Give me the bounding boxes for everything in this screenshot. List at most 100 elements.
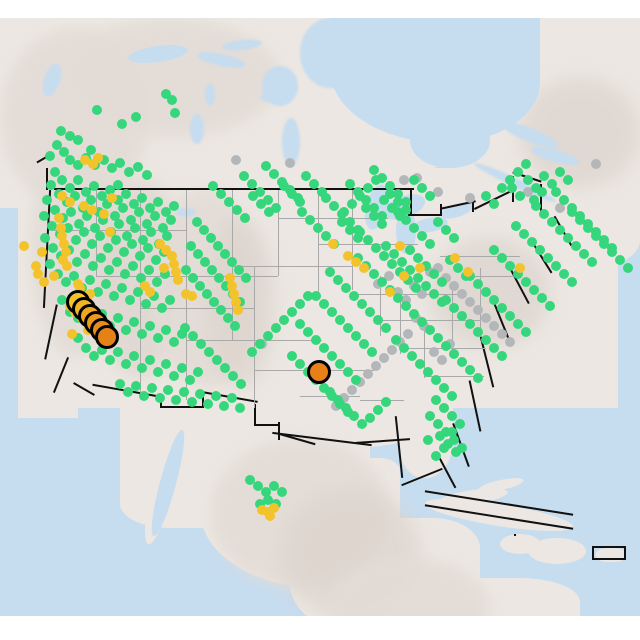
station-marker[interactable] [545,301,555,311]
station-marker[interactable] [407,351,417,361]
station-marker[interactable] [377,173,387,183]
station-marker[interactable] [48,243,58,253]
station-marker[interactable] [401,295,411,305]
station-marker[interactable] [227,393,237,403]
station-marker[interactable] [127,239,137,249]
station-marker[interactable] [61,247,71,257]
station-marker[interactable] [555,167,565,177]
station-marker[interactable] [339,207,349,217]
station-marker[interactable] [110,211,120,221]
station-marker[interactable] [65,155,75,165]
station-marker[interactable] [393,189,403,199]
station-marker[interactable] [153,333,163,343]
station-marker[interactable] [457,357,467,367]
station-marker[interactable] [539,209,549,219]
station-marker[interactable] [142,170,152,180]
station-marker[interactable] [411,283,421,293]
station-marker[interactable] [347,199,357,209]
station-marker[interactable] [425,325,435,335]
station-marker[interactable] [125,295,135,305]
station-marker[interactable] [371,361,381,371]
station-marker[interactable] [231,155,241,165]
station-marker[interactable] [343,251,353,261]
station-marker[interactable] [72,257,82,267]
station-marker[interactable] [387,345,397,355]
station-marker[interactable] [295,319,305,329]
station-marker[interactable] [220,249,230,259]
station-marker[interactable] [169,259,179,269]
station-marker[interactable] [58,255,68,265]
station-marker[interactable] [505,175,515,185]
station-marker[interactable] [65,183,75,193]
station-marker[interactable] [453,263,463,273]
station-marker[interactable] [295,359,305,369]
station-marker[interactable] [365,307,375,317]
station-marker[interactable] [155,239,165,249]
station-marker[interactable] [255,499,265,509]
station-marker[interactable] [463,267,473,277]
station-marker[interactable] [89,351,99,361]
station-marker[interactable] [247,179,257,189]
station-marker[interactable] [161,325,171,335]
station-marker[interactable] [345,225,355,235]
station-marker[interactable] [587,257,597,267]
station-marker[interactable] [393,197,403,207]
station-marker[interactable] [401,205,411,215]
station-marker[interactable] [401,301,411,311]
station-marker[interactable] [311,291,321,301]
station-marker[interactable] [82,211,92,221]
station-marker[interactable] [393,293,403,303]
station-marker[interactable] [373,405,383,415]
station-marker[interactable] [113,195,123,205]
station-marker[interactable] [193,367,203,377]
map-viewport[interactable] [0,18,640,616]
station-marker[interactable] [481,313,491,323]
station-marker[interactable] [133,162,143,172]
station-marker[interactable] [335,359,345,369]
station-marker[interactable] [50,205,60,215]
station-marker[interactable] [365,413,375,423]
station-marker[interactable] [114,219,124,229]
station-marker[interactable] [287,307,297,317]
station-marker[interactable] [349,291,359,301]
station-marker[interactable] [62,261,72,271]
station-marker[interactable] [575,215,585,225]
station-marker[interactable] [429,289,439,299]
station-marker[interactable] [429,347,439,357]
station-marker[interactable] [437,355,447,365]
station-marker[interactable] [97,345,107,355]
station-marker[interactable] [181,289,191,299]
station-marker[interactable] [377,219,387,229]
station-marker[interactable] [96,253,106,263]
station-marker[interactable] [271,323,281,333]
station-marker[interactable] [357,299,367,309]
station-marker[interactable] [328,239,338,249]
station-marker[interactable] [131,381,141,391]
station-marker[interactable] [99,155,109,165]
station-marker[interactable] [571,241,581,251]
station-marker[interactable] [363,235,373,245]
station-marker[interactable] [89,181,99,191]
station-marker[interactable] [447,411,457,421]
station-marker[interactable] [449,303,459,313]
station-marker[interactable] [129,317,139,327]
station-marker[interactable] [208,181,218,191]
station-marker[interactable] [559,269,569,279]
station-marker[interactable] [169,371,179,381]
station-marker[interactable] [399,271,409,281]
station-marker[interactable] [567,277,577,287]
station-marker[interactable] [123,387,133,397]
station-marker[interactable] [555,203,565,213]
station-marker[interactable] [269,169,279,179]
station-marker[interactable] [321,231,331,241]
station-marker[interactable] [449,349,459,359]
station-marker[interactable] [33,269,43,279]
station-marker[interactable] [513,269,523,279]
station-marker[interactable] [225,273,235,283]
station-marker[interactable] [137,193,147,203]
station-marker[interactable] [543,253,553,263]
station-marker[interactable] [196,339,206,349]
station-marker[interactable] [369,211,379,221]
station-marker[interactable] [413,253,423,263]
station-marker[interactable] [287,351,297,361]
